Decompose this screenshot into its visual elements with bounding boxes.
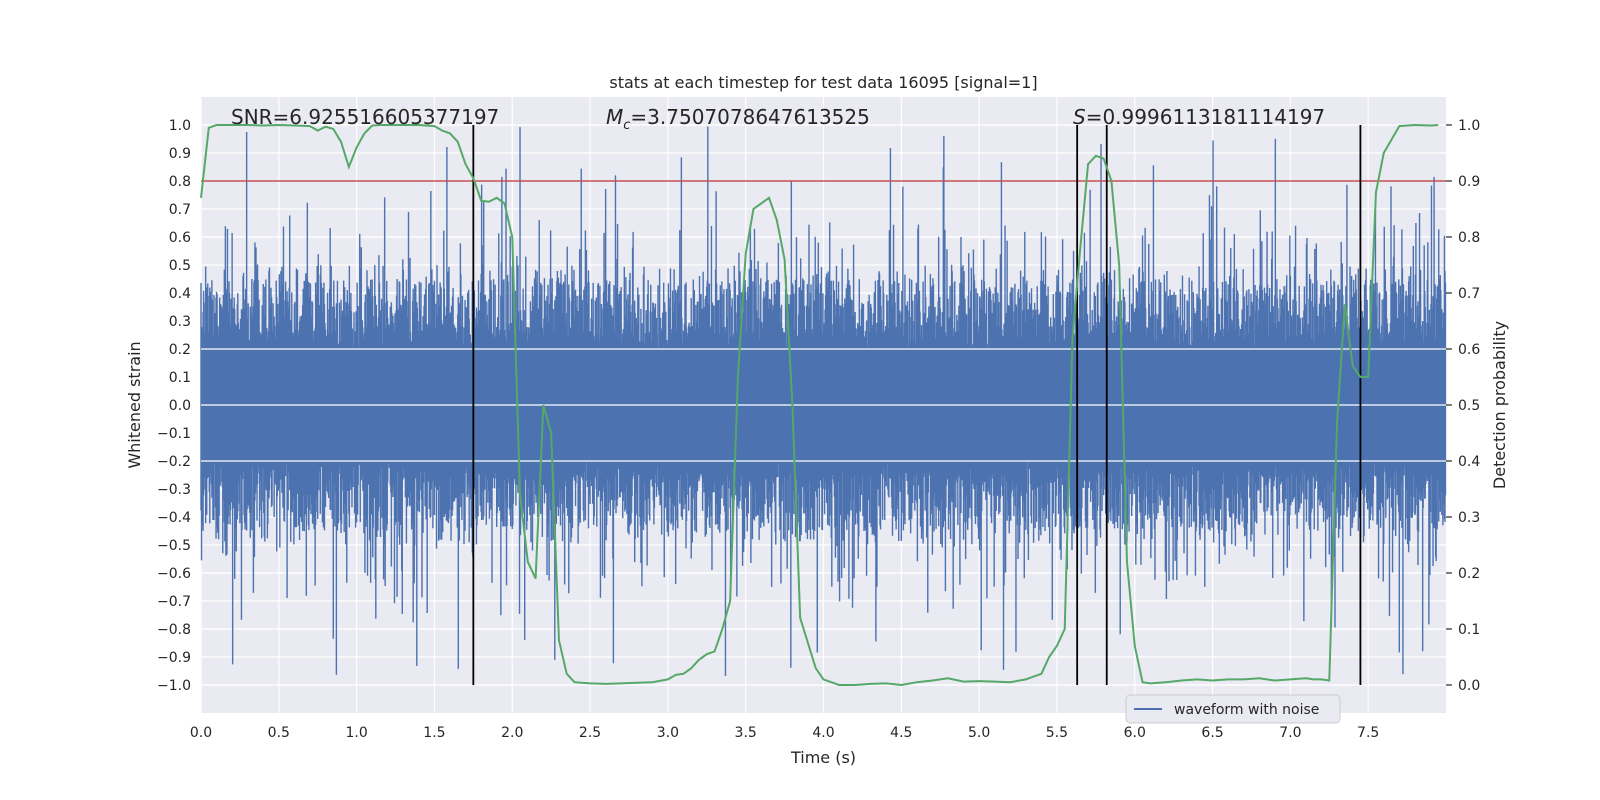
x-tick-label: 2.0 — [501, 725, 523, 741]
x-tick-label: 4.5 — [890, 725, 912, 741]
y-tick-label: 0.1 — [169, 370, 191, 386]
x-tick-label: 0.5 — [268, 725, 290, 741]
chirp-mass-value: =3.7507078647613525 — [630, 105, 869, 129]
waveform-series — [200, 126, 1447, 677]
chirp-mass-annotation: Mc=3.7507078647613525 — [606, 105, 870, 133]
legend-label-waveform: waveform with noise — [1174, 702, 1319, 718]
x-tick-label: 4.0 — [812, 725, 834, 741]
y-tick-label: −0.6 — [157, 566, 191, 582]
y-tick-label: 0.3 — [169, 314, 191, 330]
x-tick-label: 5.5 — [1046, 725, 1068, 741]
x-tick-label: 5.0 — [968, 725, 990, 741]
y-tick-label: 0.5 — [169, 258, 191, 274]
y-right-tick-label: 0.0 — [1458, 678, 1480, 694]
y-tick-label: 0.0 — [169, 398, 191, 414]
tick-labels: 0.0 0.5 1.0 1.5 2.0 2.5 3.0 3.5 4.0 4.5 5.0 5.5 6.0 6… — [157, 118, 1480, 741]
y-right-tick-label: 0.7 — [1458, 286, 1480, 302]
x-tick-label: 3.5 — [735, 725, 757, 741]
y-tick-label: −0.7 — [157, 594, 191, 610]
y-tick-label: −0.8 — [157, 622, 191, 638]
y-tick-label: 0.9 — [169, 146, 191, 162]
y-tick-label: −1.0 — [157, 678, 191, 694]
y-tick-label: 0.6 — [169, 230, 191, 246]
x-tick-label: 2.5 — [579, 725, 601, 741]
x-tick-label: 6.0 — [1124, 725, 1146, 741]
y-tick-label: 1.0 — [169, 118, 191, 134]
y-tick-label: 0.8 — [169, 174, 191, 190]
y-tick-label: −0.4 — [157, 510, 191, 526]
x-tick-label: 7.5 — [1357, 725, 1379, 741]
y-right-tick-label: 0.2 — [1458, 566, 1480, 582]
detection-probability-line — [200, 123, 1439, 687]
s-annotation: S=0.9996113181114197 — [1073, 105, 1325, 129]
y-right-tick-label: 1.0 — [1458, 118, 1480, 134]
chirp-mass-subscript: c — [623, 118, 630, 133]
y-right-tick-label: 0.9 — [1458, 174, 1480, 190]
x-tick-label: 6.5 — [1201, 725, 1223, 741]
y-right-tick-label: 0.3 — [1458, 510, 1480, 526]
y-right-tick-label: 0.5 — [1458, 398, 1480, 414]
y-right-tick-label: 0.8 — [1458, 230, 1480, 246]
x-tick-label: 3.0 — [657, 725, 679, 741]
x-tick-label: 1.0 — [345, 725, 367, 741]
y-axis-right-label: Detection probability — [1490, 321, 1509, 489]
vertical-markers — [472, 125, 1362, 685]
y-tick-label: 0.7 — [169, 202, 191, 218]
y-tick-label: −0.3 — [157, 482, 191, 498]
y-right-tick-label: 0.4 — [1458, 454, 1480, 470]
probability-layer — [200, 123, 1439, 687]
s-value: =0.9996113181114197 — [1086, 105, 1325, 129]
x-tick-label: 0.0 — [190, 725, 212, 741]
x-axis-label: Time (s) — [790, 748, 856, 767]
chart-title: stats at each timestep for test data 160… — [609, 73, 1037, 92]
y-tick-label: −0.2 — [157, 454, 191, 470]
legend: waveform with noise — [1125, 694, 1341, 724]
chirp-mass-symbol: M — [606, 105, 623, 129]
y-tick-label: −0.1 — [157, 426, 191, 442]
y-tick-label: −0.9 — [157, 650, 191, 666]
x-tick-label: 7.0 — [1279, 725, 1301, 741]
y-tick-label: −0.5 — [157, 538, 191, 554]
snr-annotation: SNR=6.925516605377197 — [231, 105, 499, 129]
x-tick-label: 1.5 — [423, 725, 445, 741]
y-right-tick-label: 0.1 — [1458, 622, 1480, 638]
legend-box — [1125, 694, 1341, 724]
s-symbol: S — [1073, 105, 1086, 129]
y-right-tick-label: 0.6 — [1458, 342, 1480, 358]
y-axis-label: Whitened strain — [125, 341, 144, 468]
y-tick-label: 0.2 — [169, 342, 191, 358]
y-tick-label: 0.4 — [169, 286, 191, 302]
